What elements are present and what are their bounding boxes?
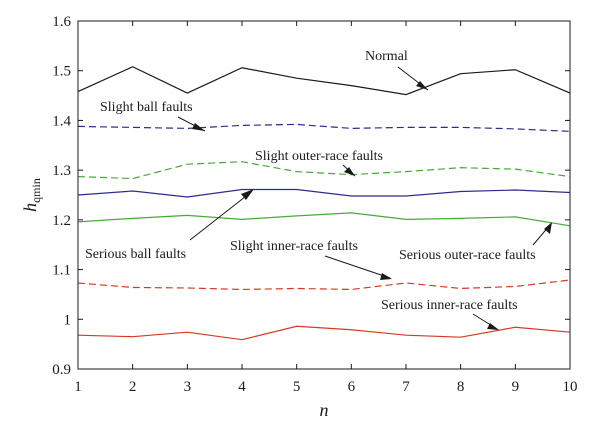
arrowhead-slight-outer-race-faults [344, 167, 355, 176]
x-tick-label: 10 [563, 379, 578, 395]
series-line-normal [77, 66, 571, 96]
x-tick-label: 3 [184, 379, 192, 395]
arrow-serious-ball-faults [189, 192, 251, 241]
annotation-serious-inner-race-faults: Serious inner-race faults [381, 298, 518, 313]
annotation-slight-ball-faults: Slight ball faults [100, 100, 193, 115]
series-line-slight-outer-race-faults [77, 161, 571, 180]
series-layer [77, 66, 571, 341]
x-tick-label: 8 [457, 379, 465, 395]
x-tick-label: 9 [512, 379, 520, 395]
x-axis-label: n [320, 400, 329, 420]
y-tick-label: 1.3 [52, 163, 71, 179]
series-line-serious-ball-faults [77, 188, 571, 198]
x-tick-label: 5 [293, 379, 301, 395]
ticks-layer: 1 2 3 4 5 6 7 8 9 100.911.11.21.31.41.51.6 [52, 14, 577, 395]
arrowhead-serious-outer-race-faults [544, 222, 552, 234]
x-tick-label: 1 [74, 379, 82, 395]
y-tick-label: 1.1 [52, 263, 71, 279]
annotation-serious-outer-race-faults: Serious outer-race faults [399, 248, 536, 263]
y-tick-label: 1.4 [52, 113, 71, 129]
y-axis-label-main: h [20, 203, 40, 212]
plot-frame [77, 20, 571, 370]
annotation-serious-ball-faults: Serious ball faults [85, 247, 186, 262]
svg-text:hqmin: hqmin [20, 178, 43, 212]
series-line-serious-outer-race-faults [77, 212, 571, 227]
y-tick-label: 1 [64, 312, 72, 328]
arrowhead-serious-ball-faults [241, 189, 254, 200]
y-tick-label: 0.9 [52, 362, 71, 378]
annotation-slight-outer-race-faults: Slight outer-race faults [255, 149, 383, 164]
y-axis-label-subscript: qmin [29, 178, 43, 203]
annotation-layer: Normal Slight ball faults Slight outer-r… [85, 49, 552, 330]
arrowhead-serious-inner-race-faults [487, 323, 499, 330]
series-line-slight-ball-faults [77, 123, 571, 132]
annotation-normal: Normal [365, 49, 408, 64]
x-tick-label: 4 [238, 379, 246, 395]
y-tick-label: 1.2 [52, 213, 71, 229]
x-tick-label: 6 [348, 379, 356, 395]
x-tick-label: 7 [402, 379, 410, 395]
series-line-serious-inner-race-faults [77, 325, 571, 341]
x-tick-label: 2 [129, 379, 137, 395]
arrowhead-slight-ball-faults [192, 123, 205, 131]
series-line-slight-inner-race-faults [77, 279, 571, 291]
arrow-slight-inner-race-faults [324, 255, 391, 279]
arrowhead-slight-inner-race-faults [380, 273, 392, 280]
y-tick-label: 1.5 [52, 64, 71, 80]
y-tick-label: 1.6 [52, 14, 71, 30]
y-axis-label: hqmin [20, 178, 43, 212]
arrowhead-normal [416, 81, 428, 90]
annotation-slight-inner-race-faults: Slight inner-race faults [230, 239, 358, 254]
